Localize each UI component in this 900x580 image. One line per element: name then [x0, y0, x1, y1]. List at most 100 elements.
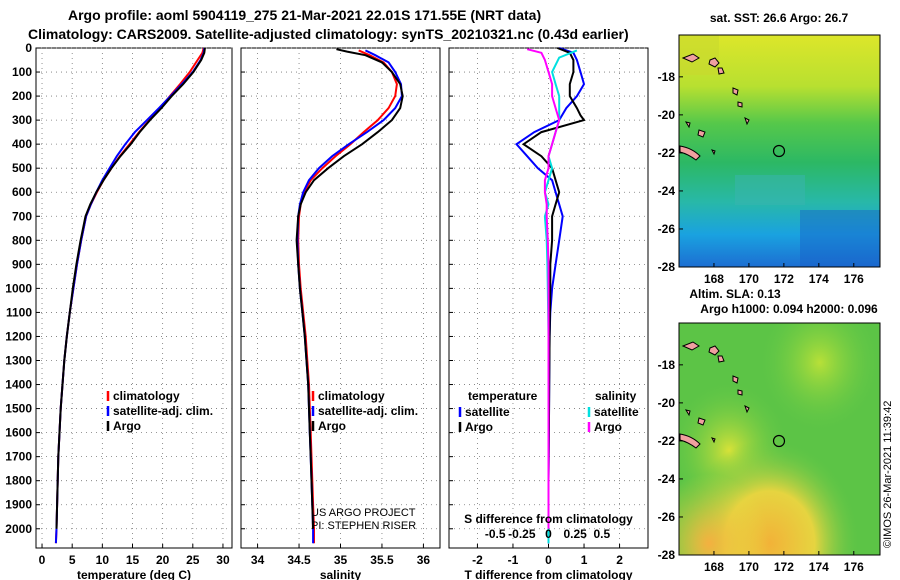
x-axis-label: T difference from climatology	[464, 568, 632, 580]
x-tick-label: 10	[96, 553, 110, 567]
sst-x-tick-label: 172	[774, 272, 794, 286]
credit-block: US ARGO PROJECT PI: STEPHEN RISER	[311, 507, 416, 533]
sst-y-tick-label: -24	[658, 184, 676, 198]
sst-y-tick-label: -26	[658, 222, 676, 236]
sla-map-title: Altim. SLA: 0.13	[689, 287, 781, 301]
y-tick-label: 0	[25, 41, 32, 55]
sla-map-frame	[678, 322, 881, 556]
sst-map	[679, 35, 880, 267]
x-tick-label: 34	[251, 553, 265, 567]
s-axis-label: S difference from climatology	[464, 512, 633, 526]
legend-label: Argo	[113, 419, 141, 433]
y-tick-label: 100	[12, 65, 32, 79]
sst-x-tick-label: 174	[809, 272, 829, 286]
series-line-argo	[55, 47, 206, 529]
sla-y-tick-label: -28	[658, 548, 676, 562]
s-tick-label: -0.5	[485, 527, 506, 541]
y-tick-label: 1300	[5, 354, 32, 368]
y-tick-label: 500	[12, 161, 32, 175]
s-tick-label: 0.5	[593, 527, 610, 541]
x-tick-label: -1	[508, 553, 519, 567]
x-tick-label: 35.5	[370, 553, 394, 567]
x-tick-label: 5	[69, 553, 76, 567]
legend-label: satellite	[594, 405, 639, 419]
legend-label: satellite-adj. clim.	[113, 404, 213, 418]
sla-x-tick-label: 176	[844, 560, 864, 574]
map-axes: 168 170 172 174 176 -18 -20 -22 -24 -26 -28 168 170 1…	[658, 11, 878, 574]
sst-argo-marker	[772, 144, 786, 158]
header-line-1: Argo profile: aoml 5904119_275 21-Mar-20…	[68, 7, 542, 23]
x-tick-label: 0	[545, 553, 552, 567]
sla-x-tick-label: 174	[809, 560, 829, 574]
series-line-argo	[295, 48, 404, 529]
sst-map-title: sat. SST: 26.6 Argo: 26.7	[710, 11, 849, 25]
credit-line-1: US ARGO PROJECT	[311, 507, 416, 519]
y-tick-label: 400	[12, 137, 32, 151]
y-tick-label: 900	[12, 257, 32, 271]
sst-map-frame	[678, 34, 881, 268]
legend-label: climatology	[113, 389, 180, 403]
x-tick-label: 1	[581, 553, 588, 567]
s-tick-label: -0.25	[508, 527, 536, 541]
sst-y-tick-label: -18	[658, 70, 676, 84]
legend-label: Argo	[318, 419, 346, 433]
x-tick-label: 2	[616, 553, 623, 567]
header-line-2: Climatology: CARS2009. Satellite-adjuste…	[28, 26, 629, 42]
y-tick-label: 1700	[5, 450, 32, 464]
side-stamp: ©IMOS 26-Mar-2021 11:39:42	[882, 400, 894, 548]
y-tick-label: 1000	[5, 281, 32, 295]
sla-x-tick-label: 170	[739, 560, 759, 574]
land-islands	[679, 53, 750, 161]
y-tick-label: 1100	[6, 305, 32, 319]
x-tick-label: 35	[334, 553, 348, 567]
sla-argo-marker	[772, 434, 786, 448]
sla-x-tick-label: 172	[774, 560, 794, 574]
x-tick-label: 25	[186, 553, 200, 567]
s-tick-label: 0.25	[563, 527, 587, 541]
legend-label: Argo	[465, 420, 493, 434]
credit-line-2: PI: STEPHEN RISER	[311, 520, 417, 532]
legend-title-salinity: salinity	[595, 389, 637, 403]
x-tick-label: 15	[126, 553, 140, 567]
sla-map	[679, 323, 880, 555]
sla-y-tick-label: -18	[658, 358, 676, 372]
x-tick-label: 20	[156, 553, 170, 567]
legend-label: satellite	[465, 405, 510, 419]
series-line-salinity-argo	[526, 48, 561, 529]
y-tick-label: 300	[12, 113, 32, 127]
sla-x-tick-label: 168	[704, 560, 724, 574]
y-tick-label: 200	[12, 89, 32, 103]
y-tick-label: 600	[12, 185, 32, 199]
difference-panel: -2 -1 0 1 2T difference from climatology temp…	[448, 47, 649, 580]
x-tick-label: -2	[472, 553, 483, 567]
sla-y-tick-label: -20	[658, 396, 676, 410]
y-tick-label: 1800	[5, 474, 32, 488]
sst-y-tick-label: -22	[658, 146, 676, 160]
sla-y-tick-label: -24	[658, 472, 676, 486]
sla-map-subtitle: Argo h1000: 0.094 h2000: 0.096	[700, 302, 878, 316]
x-axis-label: temperature (deg C)	[77, 568, 191, 580]
land-islands	[679, 341, 750, 449]
x-tick-label: 36	[417, 553, 431, 567]
sla-y-tick-label: -26	[658, 510, 676, 524]
sst-x-tick-label: 170	[739, 272, 759, 286]
y-tick-label: 1900	[5, 498, 32, 512]
legend-label: satellite-adj. clim.	[318, 404, 418, 418]
x-tick-label: 0	[39, 553, 46, 567]
x-tick-label: 30	[216, 553, 230, 567]
plot-frame	[35, 47, 233, 549]
y-tick-label: 1600	[5, 426, 32, 440]
legend-label: Argo	[594, 420, 622, 434]
y-tick-label: 1500	[5, 402, 32, 416]
y-tick-label: 2000	[5, 522, 32, 536]
x-tick-label: 34.5	[287, 553, 311, 567]
sst-x-tick-label: 168	[704, 272, 724, 286]
legend-title-temperature: temperature	[468, 389, 538, 403]
legend-label: climatology	[318, 389, 385, 403]
y-tick-label: 800	[12, 233, 32, 247]
sla-y-tick-label: -22	[658, 434, 676, 448]
salinity-panel: 34 34.5 35 35.5 36 salinity climatologysatelli…	[240, 47, 441, 580]
s-tick-label: 0	[545, 527, 552, 541]
y-tick-label: 1400	[5, 378, 32, 392]
